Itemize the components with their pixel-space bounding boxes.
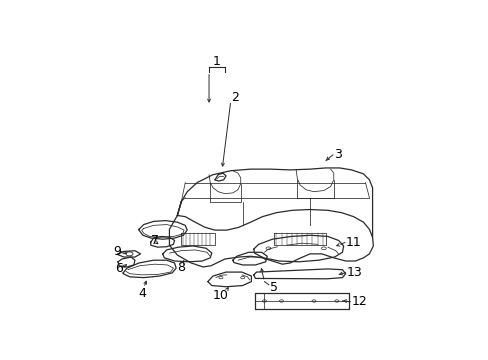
Text: 1: 1 — [213, 54, 221, 68]
Text: 11: 11 — [345, 236, 361, 249]
Text: 12: 12 — [350, 295, 366, 308]
Text: 4: 4 — [138, 287, 146, 300]
Text: 2: 2 — [231, 91, 239, 104]
Text: 6: 6 — [115, 262, 123, 275]
Text: 10: 10 — [213, 289, 228, 302]
Text: 7: 7 — [150, 234, 159, 247]
Text: 8: 8 — [177, 261, 185, 274]
Text: 13: 13 — [346, 266, 362, 279]
Text: 5: 5 — [269, 281, 277, 294]
Text: 3: 3 — [333, 148, 341, 161]
Text: 9: 9 — [113, 244, 121, 258]
